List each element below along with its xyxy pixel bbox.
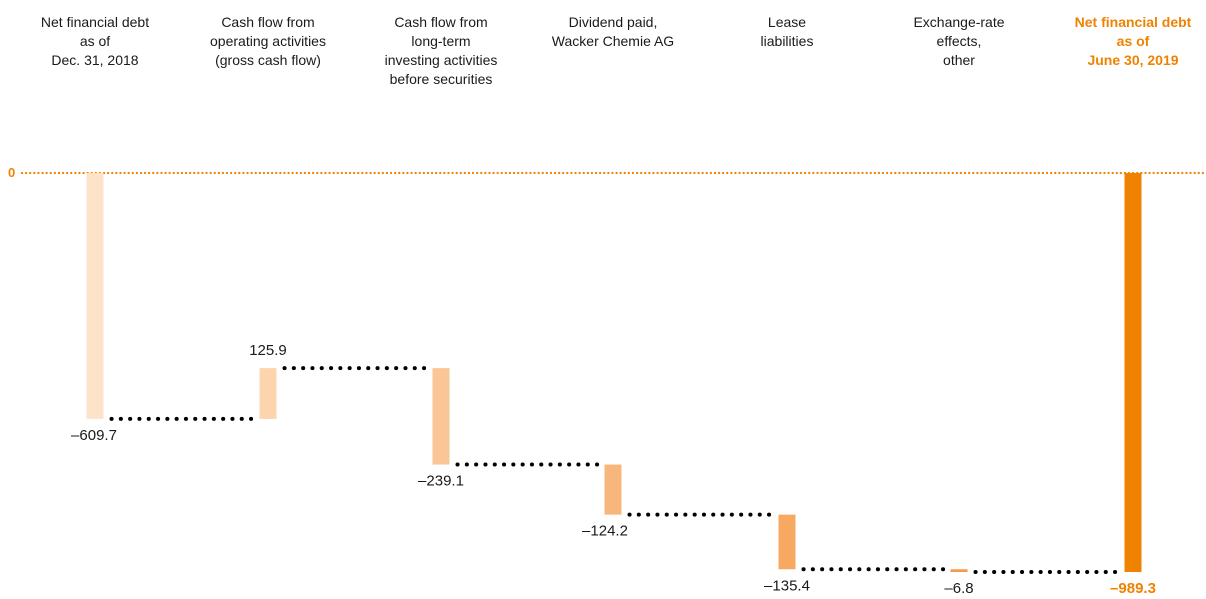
category-label: Dividend paid, Wacker Chemie AG xyxy=(552,14,674,49)
bar xyxy=(778,514,796,570)
category-labels: Net financial debt as of Dec. 31, 2018 Cash… xyxy=(41,14,1192,87)
value-label: –124.2 xyxy=(582,523,628,540)
bar xyxy=(86,173,104,419)
value-label: –135.4 xyxy=(764,577,810,594)
category-label: Lease liabilities xyxy=(761,14,814,49)
connector-lines xyxy=(109,366,1121,574)
bar xyxy=(950,569,968,572)
value-labels: –609.7 125.9 –239.1 –124.2 –135.4 –6.8 –989.3 xyxy=(71,342,1156,597)
bar xyxy=(1124,173,1142,572)
bar xyxy=(604,464,622,515)
value-label: –989.3 xyxy=(1110,580,1156,597)
bars xyxy=(86,173,1142,572)
value-label: –239.1 xyxy=(418,473,464,490)
category-label: Net financial debt as of Dec. 31, 2018 xyxy=(41,14,149,68)
category-label: Exchange-rate effects, other xyxy=(913,14,1004,68)
value-label: 125.9 xyxy=(249,342,287,359)
value-label: –609.7 xyxy=(71,427,117,444)
category-label: Cash flow from operating activities (gross… xyxy=(210,14,326,68)
value-label: –6.8 xyxy=(944,580,973,597)
bar xyxy=(259,368,277,419)
bar xyxy=(432,368,450,465)
zero-label: 0 xyxy=(8,165,15,180)
category-label: Cash flow from long-term investing activit… xyxy=(385,14,498,87)
category-label: Net financial debt as of June 30, 2019 xyxy=(1075,14,1192,68)
